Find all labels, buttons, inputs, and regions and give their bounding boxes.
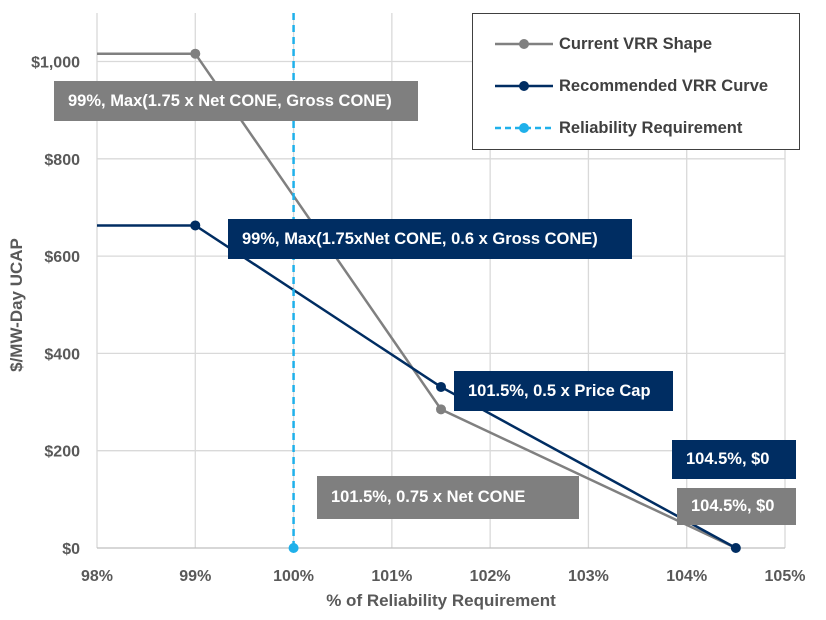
annotation-current-99: 99%, Max(1.75 x Net CONE, Gross CONE) [54, 81, 418, 121]
x-tick-label: 98% [81, 568, 113, 585]
legend-line-marker-icon [495, 39, 553, 49]
x-tick-label: 102% [470, 568, 511, 585]
data-point-reliability-requirement [288, 543, 299, 553]
x-tick-label: 105% [765, 568, 806, 585]
data-point-current-vrr-shape [190, 48, 201, 59]
data-point-recommended-vrr-curve [730, 543, 741, 553]
y-tick-label: $200 [44, 444, 80, 461]
legend-label: Reliability Requirement [559, 118, 743, 137]
y-tick-label: $1,000 [31, 55, 80, 72]
x-tick-label: 100% [273, 568, 314, 585]
y-tick-label: $0 [62, 541, 80, 558]
legend-item-current: Current VRR Shape [495, 34, 712, 54]
x-tick-label: 103% [568, 568, 609, 585]
annotation-current-101-5: 101.5%, 0.75 x Net CONE [317, 476, 579, 519]
annotation-recommended-99: 99%, Max(1.75xNet CONE, 0.6 x Gross CONE… [228, 219, 632, 259]
y-tick-label: $600 [44, 249, 80, 266]
y-tick-label: $400 [44, 346, 80, 363]
y-axis-label: $/MW-Day UCAP [7, 238, 26, 372]
y-tick-label: $800 [44, 152, 80, 169]
x-tick-label: 104% [666, 568, 707, 585]
annotation-current-104-5: 104.5%, $0 [677, 488, 796, 525]
x-tick-label: 101% [371, 568, 412, 585]
legend-item-reliability: Reliability Requirement [495, 118, 742, 138]
legend-label: Current VRR Shape [559, 34, 713, 53]
x-tick-label: 99% [179, 568, 211, 585]
legend-dashed-marker-icon [495, 123, 553, 133]
data-point-recommended-vrr-curve [190, 220, 201, 231]
data-point-recommended-vrr-curve [436, 381, 446, 392]
data-point-current-vrr-shape [436, 404, 446, 415]
x-axis-label: % of Reliability Requirement [326, 591, 556, 610]
annotation-recommended-104-5: 104.5%, $0 [672, 440, 796, 479]
tick-labels: 98% 99% 100% 101% 102% 103% 104% 105% $0 $200 $400… [31, 55, 805, 586]
legend-line-marker-icon [495, 81, 553, 91]
legend: Current VRR Shape Recommended VRR Curve … [472, 13, 800, 150]
annotation-recommended-101-5: 101.5%, 0.5 x Price Cap [454, 371, 673, 411]
legend-item-recommended: Recommended VRR Curve [495, 76, 768, 96]
legend-label: Recommended VRR Curve [559, 76, 769, 95]
series-line-recommended-vrr-curve [97, 224, 737, 550]
